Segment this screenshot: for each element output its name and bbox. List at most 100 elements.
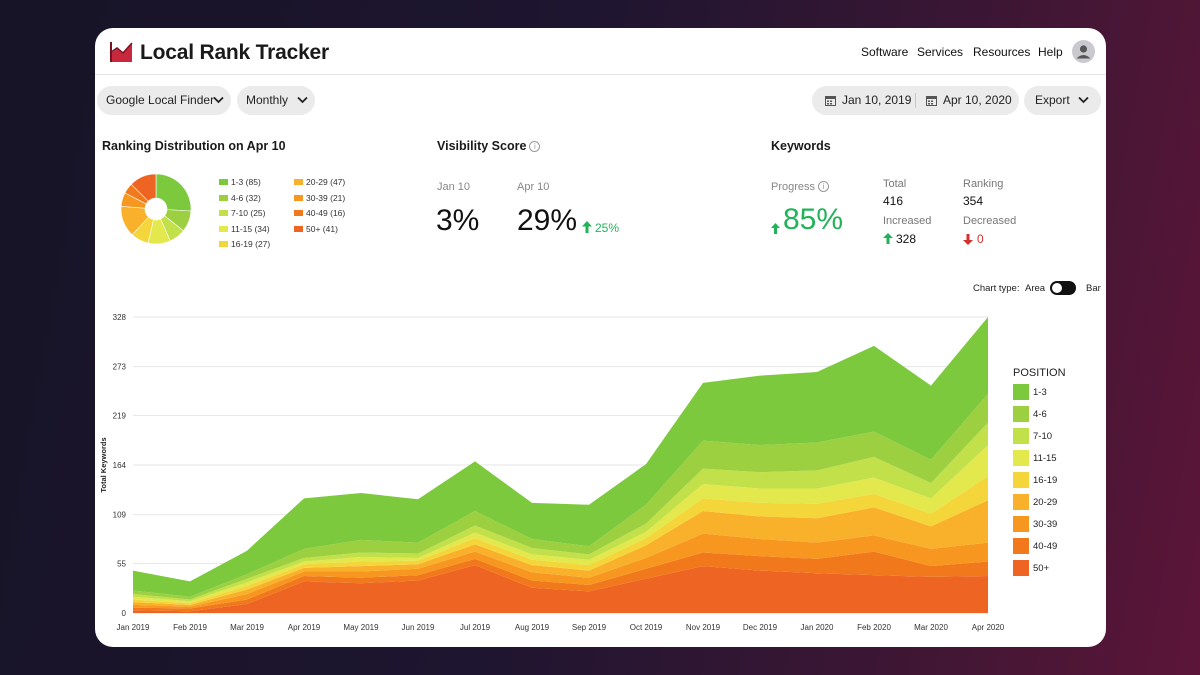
legend-swatch [1013,560,1029,576]
top-bar: Local Rank Tracker Software Services Res… [95,28,1106,75]
calendar-icon [926,96,937,106]
nav-help[interactable]: Help [1038,45,1063,59]
date-from[interactable]: Jan 10, 2019 [842,93,912,107]
arrow-down-icon [963,234,973,245]
legend-swatch [1013,538,1029,554]
legend-label: 1-3 [1033,387,1047,398]
visibility-title: Visibility Score i [437,139,541,153]
legend-label: 4-6 (32) [231,193,261,203]
x-tick-label: Jul 2019 [460,623,491,632]
date-to[interactable]: Apr 10, 2020 [943,93,1012,107]
y-tick-label: 164 [113,461,127,470]
legend-range: 20-29 [306,177,328,187]
chevron-down-icon [1078,96,1089,104]
x-tick-label: May 2019 [343,623,379,632]
legend-count: (32) [243,192,261,203]
legend-swatch [294,179,303,185]
legend-label: 11-15 [1033,453,1057,464]
period-dropdown[interactable]: Monthly [237,86,315,115]
source-dropdown-value: Google Local Finder [106,93,215,107]
legend-count: (27) [252,239,271,249]
legend-label: 30-39 [1033,519,1058,530]
legend-swatch [1013,450,1029,466]
visibility-to-value: 29% [517,204,578,237]
legend-range: 7-10 [231,208,249,218]
x-tick-label: Nov 2019 [686,623,721,632]
area-series-40-49[interactable] [133,551,988,612]
brand-name: Local Rank Tracker [140,41,329,64]
area-series-4-6[interactable] [133,393,988,600]
area-series-20-29[interactable] [133,500,988,607]
legend-label: 30-39 (21) [306,193,345,203]
position-legend-title: POSITION [1013,367,1066,379]
nav-software[interactable]: Software [861,45,909,59]
legend-label: 1-3 (85) [231,177,261,187]
legend-label: 7-10 [1033,431,1053,442]
x-tick-label: Apr 2020 [972,623,1005,632]
legend-swatch [219,225,228,232]
info-icon[interactable]: i [529,141,541,152]
legend-label: 11-15 (34) [231,224,270,234]
distribution-donut-chart [120,173,192,245]
chevron-down-icon [213,96,224,104]
donut-slice-1-3[interactable] [155,173,192,212]
total-label: Total [883,178,907,190]
legend-swatch [1013,472,1029,488]
chart-type-label: Chart type: [973,283,1020,294]
y-tick-label: 328 [113,313,127,322]
donut-slice-50+[interactable] [130,173,157,202]
y-axis-label: Total Keywords [99,437,108,492]
legend-range: 30-39 [306,192,328,203]
nav-resources[interactable]: Resources [973,45,1031,59]
x-tick-label: Mar 2020 [914,623,948,632]
x-tick-label: Dec 2019 [743,623,778,632]
arrow-up-icon [883,233,893,244]
progress-label-text: Progress [771,181,816,193]
area-series-50+[interactable] [133,565,988,613]
area-series-16-19[interactable] [133,475,988,605]
x-tick-label: Mar 2019 [230,623,264,632]
toggle-knob [1052,283,1062,293]
chart-type-area[interactable]: Area [1025,283,1046,294]
avatar[interactable] [1072,40,1095,63]
chart-type-bar[interactable]: Bar [1086,283,1101,294]
period-dropdown-value: Monthly [246,93,289,107]
decreased-value: 0 [977,232,984,246]
info-icon[interactable]: i [818,181,830,192]
chart-type-toggle[interactable] [1050,281,1076,295]
ranking-label: Ranking [963,178,1004,190]
legend-count: (47) [327,177,346,187]
legend-label: 4-6 [1033,409,1047,420]
nav-services[interactable]: Services [917,45,964,59]
chevron-down-icon [297,96,308,104]
increased-label: Increased [883,215,932,227]
x-tick-label: Sep 2019 [572,623,607,632]
progress-value: 85% [783,203,844,236]
arrow-up-icon [582,221,592,233]
y-tick-label: 55 [117,559,126,568]
legend-label: 20-29 [1033,497,1058,508]
date-range-picker[interactable]: Jan 10, 2019 Apr 10, 2020 [812,86,1019,115]
area-series-7-10[interactable] [133,422,988,602]
x-tick-label: Apr 2019 [288,623,321,632]
legend-count: (25) [248,208,266,218]
x-tick-label: Aug 2019 [515,623,550,632]
source-dropdown[interactable]: Google Local Finder [97,86,231,115]
y-tick-label: 0 [122,609,127,618]
x-tick-label: Feb 2019 [173,623,207,632]
legend-swatch [1013,384,1029,400]
legend-label: 16-19 (27) [231,239,270,249]
area-series-1-3[interactable] [133,317,988,597]
visibility-change: 25% [595,221,620,235]
x-tick-label: Jun 2019 [402,623,435,632]
legend-swatch [294,210,303,216]
area-series-30-39[interactable] [133,533,988,609]
total-value: 416 [883,194,904,208]
legend-count: (41) [320,223,338,234]
legend-range: 4-6 [231,192,244,203]
export-button[interactable]: Export [1024,86,1101,115]
legend-swatch [294,194,303,201]
decreased-label: Decreased [963,215,1017,227]
app-window: Local Rank Tracker Software Services Res… [95,28,1106,647]
legend-swatch [219,194,228,201]
